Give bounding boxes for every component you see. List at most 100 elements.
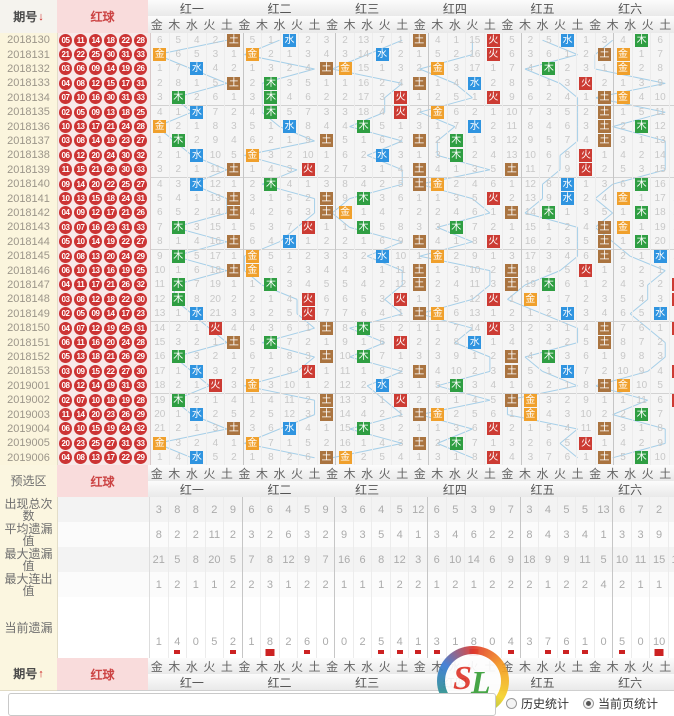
table-row: 2018144 05 10 14 19 22 27 8 1 4 16 土 6 4 水 1 2 2 1 6 9 土 4 1 8 火 2… <box>0 234 674 250</box>
element-cell: 1 <box>225 220 244 235</box>
element-cell: 2 <box>670 47 674 61</box>
element-cell: 金 <box>336 450 355 465</box>
preselect-cell[interactable]: 4 <box>669 597 674 658</box>
element-cell: 1 <box>410 421 429 437</box>
element-cell: 木 <box>633 177 652 192</box>
element-cell: 1 <box>540 364 559 379</box>
preselect-cell[interactable]: 1 <box>447 597 466 658</box>
preselect-cell[interactable]: 5 <box>372 597 391 658</box>
omission-value: 5 <box>323 279 330 291</box>
omission-value: 3 <box>268 322 274 334</box>
omission-value: 5 <box>564 437 571 449</box>
red-ball: 13 <box>74 350 87 364</box>
footer-header: 期号↑红球金木水火土金木水火土金木水火土金木水火土金木水火土金木水火土红一红二红… <box>0 658 674 691</box>
element-cell: 土 <box>225 76 244 91</box>
stat-value: 9 <box>502 547 521 572</box>
preselect-cell[interactable]: 2 <box>280 597 299 658</box>
element-cell: 3 <box>429 292 448 307</box>
stat-value: 1 <box>650 572 669 597</box>
omission-value: 3 <box>342 250 348 262</box>
sort-arrow-down-icon[interactable]: ↓ <box>38 10 44 23</box>
omission-value: 7 <box>638 337 645 349</box>
element-cell: 2 <box>651 335 670 350</box>
preselect-cell[interactable]: 1 <box>243 597 262 658</box>
preselect-cell[interactable]: 0 <box>632 597 651 658</box>
red-ball: 04 <box>59 278 72 292</box>
element-cell: 1 <box>188 162 207 177</box>
element-cell: 8 <box>281 349 300 365</box>
red-ball: 31 <box>134 76 147 90</box>
preselect-cell[interactable]: 4 <box>391 597 410 658</box>
current-omission-value: 5 <box>378 636 385 648</box>
stat-value: 3 <box>243 522 262 547</box>
omission-value: 3 <box>509 437 515 449</box>
preselect-cell[interactable]: 1 <box>576 597 595 658</box>
omission-value: 6 <box>397 193 404 205</box>
omission-value: 2 <box>305 250 311 262</box>
element-cell: 8 <box>466 234 485 249</box>
preselect-cell[interactable]: 0 <box>187 597 206 658</box>
red-ball: 25 <box>89 48 102 62</box>
preselect-cell[interactable]: 5 <box>206 597 225 658</box>
element-footer-header: 金 <box>586 465 605 482</box>
element-cell: 15 <box>207 220 226 235</box>
omission-value: 8 <box>546 178 552 190</box>
preselect-cell[interactable]: 7 <box>539 597 558 658</box>
preselect-cell[interactable]: 6 <box>298 597 317 658</box>
element-footer-header: 水 <box>183 658 202 675</box>
preselect-cell[interactable]: 4 <box>502 597 521 658</box>
element-footer-header: 水 <box>358 658 377 675</box>
preselect-cell[interactable]: 2 <box>224 597 243 658</box>
omission-value: 8 <box>472 236 478 248</box>
bottom-text-input[interactable] <box>8 693 496 716</box>
preselect-cell[interactable]: 10 <box>650 597 669 658</box>
omission-value: 3 <box>546 106 552 118</box>
omission-value: 2 <box>527 322 534 334</box>
preselect-cell[interactable]: 0 <box>484 597 503 658</box>
element-cell: 1 <box>373 61 392 77</box>
element-cell: 木 <box>355 321 374 336</box>
element-cell: 土 <box>503 349 522 365</box>
legend-radio-2[interactable] <box>583 698 595 709</box>
preselect-cell[interactable]: 0 <box>317 597 336 658</box>
element-cell: 1 <box>188 119 207 134</box>
element-cell: 金 <box>244 148 263 163</box>
preselect-cell[interactable]: 6 <box>558 597 577 658</box>
omission-value: 2 <box>490 221 497 233</box>
element-cell: 1 <box>670 379 674 393</box>
legend-radio-1[interactable] <box>506 698 517 709</box>
preselect-cell[interactable]: 4 <box>169 597 188 658</box>
omission-value: 14 <box>358 49 370 61</box>
element-hit-box-水: 水 <box>190 307 204 321</box>
element-cell: 13 <box>670 206 674 220</box>
element-hit-box-水: 水 <box>190 408 204 422</box>
element-hit-box-土: 土 <box>412 235 426 249</box>
omission-value: 3 <box>453 193 460 205</box>
period-cell: 2018147 <box>0 277 58 293</box>
preselect-cell[interactable]: 0 <box>335 597 354 658</box>
element-cell: 4 <box>614 148 633 163</box>
omission-value: 1 <box>509 380 515 392</box>
omission-value: 10 <box>469 265 481 277</box>
element-cell: 木 <box>355 119 374 134</box>
omission-value: 9 <box>212 135 219 147</box>
sort-arrow-up-icon[interactable]: ↑ <box>38 668 44 680</box>
omission-value: 1 <box>416 193 422 205</box>
preselect-cell[interactable]: 3 <box>428 597 447 658</box>
preselect-cell[interactable]: 0 <box>595 597 614 658</box>
element-cell: 2 <box>485 263 504 278</box>
preselect-cell[interactable]: 5 <box>613 597 632 658</box>
preselect-cell[interactable]: 3 <box>521 597 540 658</box>
omission-value: 1 <box>231 49 237 61</box>
period-cell: 2018143 <box>0 220 58 235</box>
omission-value: 2 <box>286 265 293 277</box>
omission-value: 17 <box>154 365 166 377</box>
omission-value: 5 <box>564 106 571 118</box>
element-cell: 2 <box>633 148 652 163</box>
preselect-cell[interactable]: 8 <box>261 597 280 658</box>
element-cell: 2 <box>466 148 485 163</box>
preselect-cell[interactable]: 2 <box>354 597 373 658</box>
preselect-cell[interactable]: 1 <box>409 597 428 658</box>
preselect-cell[interactable]: 1 <box>150 597 169 658</box>
current-omission-value: 0 <box>322 636 329 648</box>
